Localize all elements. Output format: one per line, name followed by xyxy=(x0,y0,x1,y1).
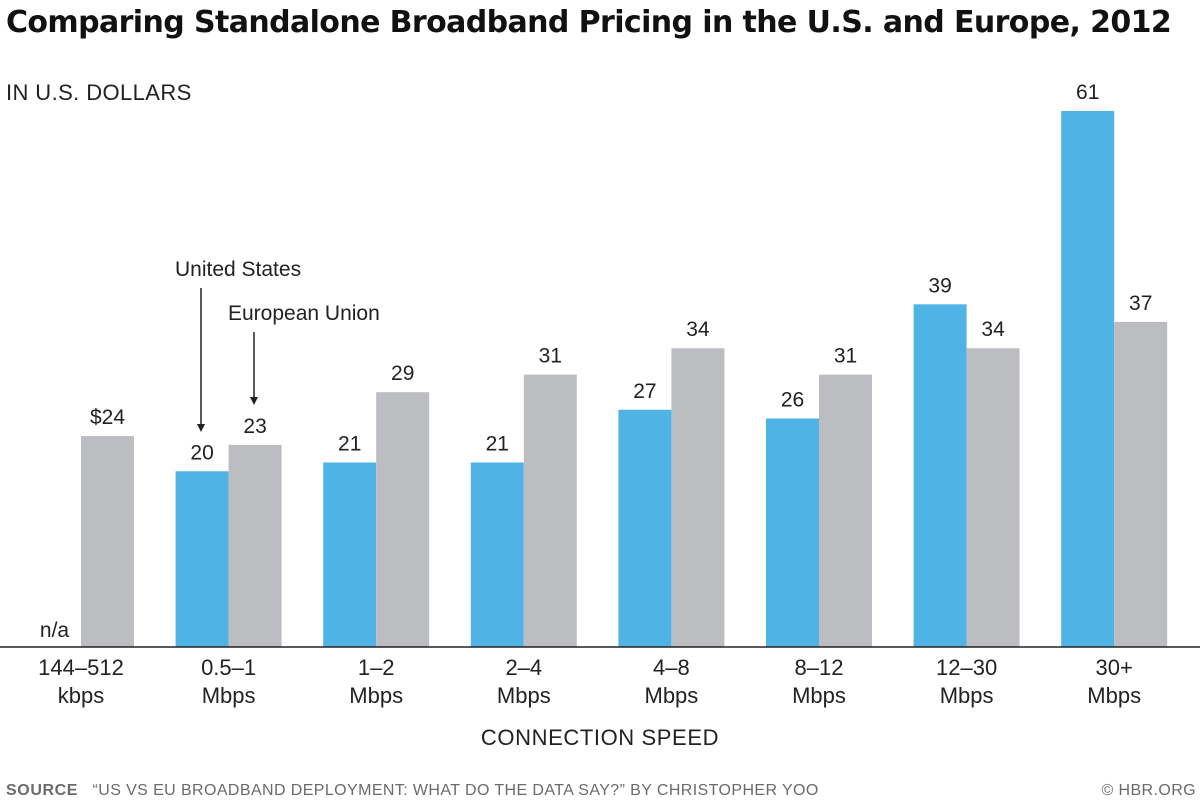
value-label: 23 xyxy=(243,415,266,438)
value-label: 20 xyxy=(190,441,213,464)
legend-us-label: United States xyxy=(175,258,301,281)
bar-us xyxy=(766,418,819,647)
value-label: 21 xyxy=(486,432,509,455)
bar-eu xyxy=(523,374,577,647)
legend-eu-arrow xyxy=(250,332,258,405)
x-tick-label: 30+ xyxy=(1096,655,1133,680)
value-label: 31 xyxy=(539,345,562,368)
bar-us xyxy=(1061,111,1115,647)
value-label: 26 xyxy=(781,389,804,412)
source-line: SOURCE “US VS EU BROADBAND DEPLOYMENT: W… xyxy=(6,782,819,799)
bar-us xyxy=(470,462,524,647)
bars-group xyxy=(81,111,1168,647)
bar-eu xyxy=(966,348,1020,647)
legend-us-arrow xyxy=(197,288,205,432)
units-label: IN U.S. DOLLARS xyxy=(6,80,192,105)
x-tick-label: 144–512 xyxy=(38,655,124,680)
x-tick-label: Mbps xyxy=(497,683,551,708)
bar-eu xyxy=(671,348,725,647)
value-label: 61 xyxy=(1076,81,1099,104)
value-label: 27 xyxy=(633,380,656,403)
x-tick-label: 2–4 xyxy=(505,655,542,680)
value-label: 37 xyxy=(1129,292,1152,315)
value-label: 31 xyxy=(834,345,857,368)
value-label: 34 xyxy=(686,318,710,341)
bar-us xyxy=(618,409,672,647)
x-tick-label: 0.5–1 xyxy=(201,655,256,680)
source-credit: © HBR.ORG xyxy=(1101,782,1196,799)
x-tick-label: 12–30 xyxy=(936,655,997,680)
series-annotations: United States European Union xyxy=(175,258,380,432)
bar-us xyxy=(913,304,967,647)
value-label: 39 xyxy=(928,274,951,297)
x-tick-label: Mbps xyxy=(1087,683,1141,708)
value-label: 34 xyxy=(981,318,1005,341)
value-label: 29 xyxy=(391,362,414,385)
bar-eu xyxy=(81,436,134,647)
x-tick-label: 1–2 xyxy=(358,655,395,680)
x-axis-label: CONNECTION SPEED xyxy=(481,725,719,750)
value-label-na: n/a xyxy=(40,619,70,642)
bar-eu xyxy=(228,444,282,647)
value-label: 21 xyxy=(338,432,361,455)
bar-eu xyxy=(376,392,430,647)
value-labels-group: n/a 20 21 21 27 26 39 61 $24 23 29 31 34 31 34 37 xyxy=(40,81,1152,642)
bar-eu xyxy=(1114,321,1168,647)
bar-us xyxy=(323,462,377,647)
chart-title: Comparing Standalone Broadband Pricing i… xyxy=(6,5,1171,40)
value-label: $24 xyxy=(90,406,125,429)
x-tick-label: Mbps xyxy=(940,683,994,708)
x-tick-labels-group: 144–512 kbps 0.5–1 Mbps 1–2 Mbps 2–4 Mbps 4–8 Mbp… xyxy=(38,655,1141,708)
x-tick-label: kbps xyxy=(58,683,104,708)
bar-us xyxy=(175,471,229,647)
x-tick-label: 4–8 xyxy=(653,655,690,680)
x-tick-label: 8–12 xyxy=(795,655,844,680)
x-tick-label: Mbps xyxy=(349,683,403,708)
source-key: SOURCE xyxy=(6,782,78,799)
x-tick-label: Mbps xyxy=(645,683,699,708)
bar-eu xyxy=(819,374,872,647)
x-tick-label: Mbps xyxy=(792,683,846,708)
x-tick-label: Mbps xyxy=(202,683,256,708)
source-text: “US VS EU BROADBAND DEPLOYMENT: WHAT DO … xyxy=(93,782,819,799)
legend-eu-label: European Union xyxy=(228,302,380,325)
